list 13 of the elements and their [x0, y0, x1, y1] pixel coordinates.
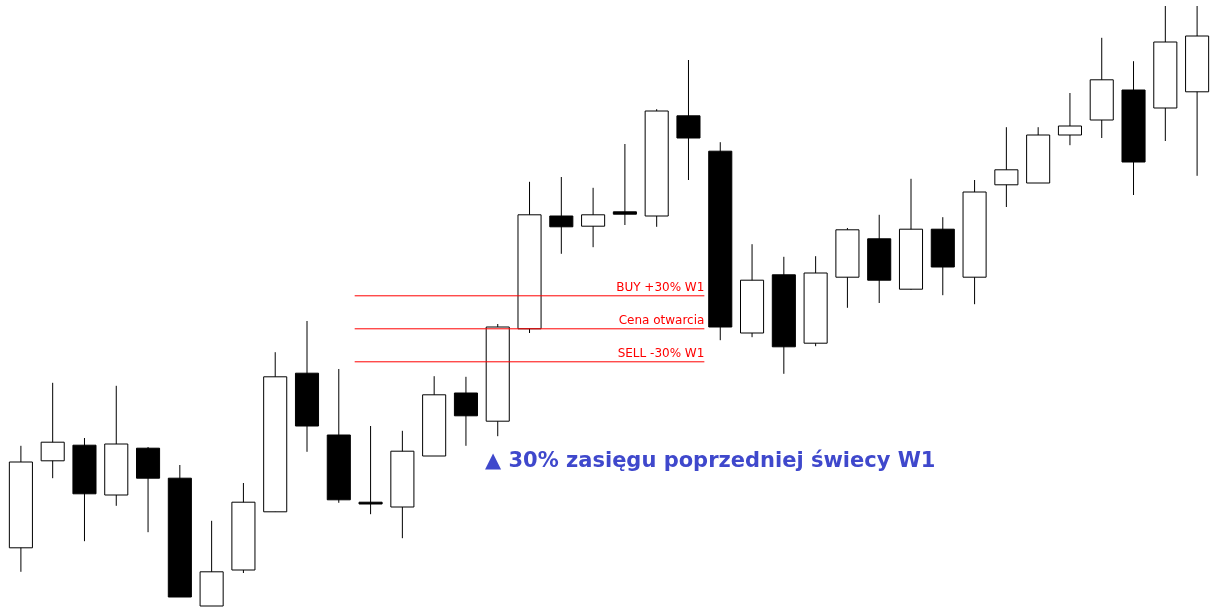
candlestick	[453, 376, 478, 447]
annotation: ▲ 30% zasięgu poprzedniej świecy W1	[485, 448, 936, 472]
ref-line-label: BUY +30% W1	[616, 279, 705, 294]
candlestick	[549, 176, 574, 255]
candlestick	[612, 143, 637, 226]
candlestick	[1057, 92, 1082, 146]
candlestick	[994, 126, 1019, 208]
ref-line-label: Cena otwarcia	[618, 312, 705, 327]
candlestick	[676, 59, 701, 181]
ref-line-label: SELL -30% W1	[617, 345, 705, 360]
candlestick	[358, 425, 383, 515]
candlestick	[40, 382, 65, 479]
candlestick	[581, 187, 606, 248]
